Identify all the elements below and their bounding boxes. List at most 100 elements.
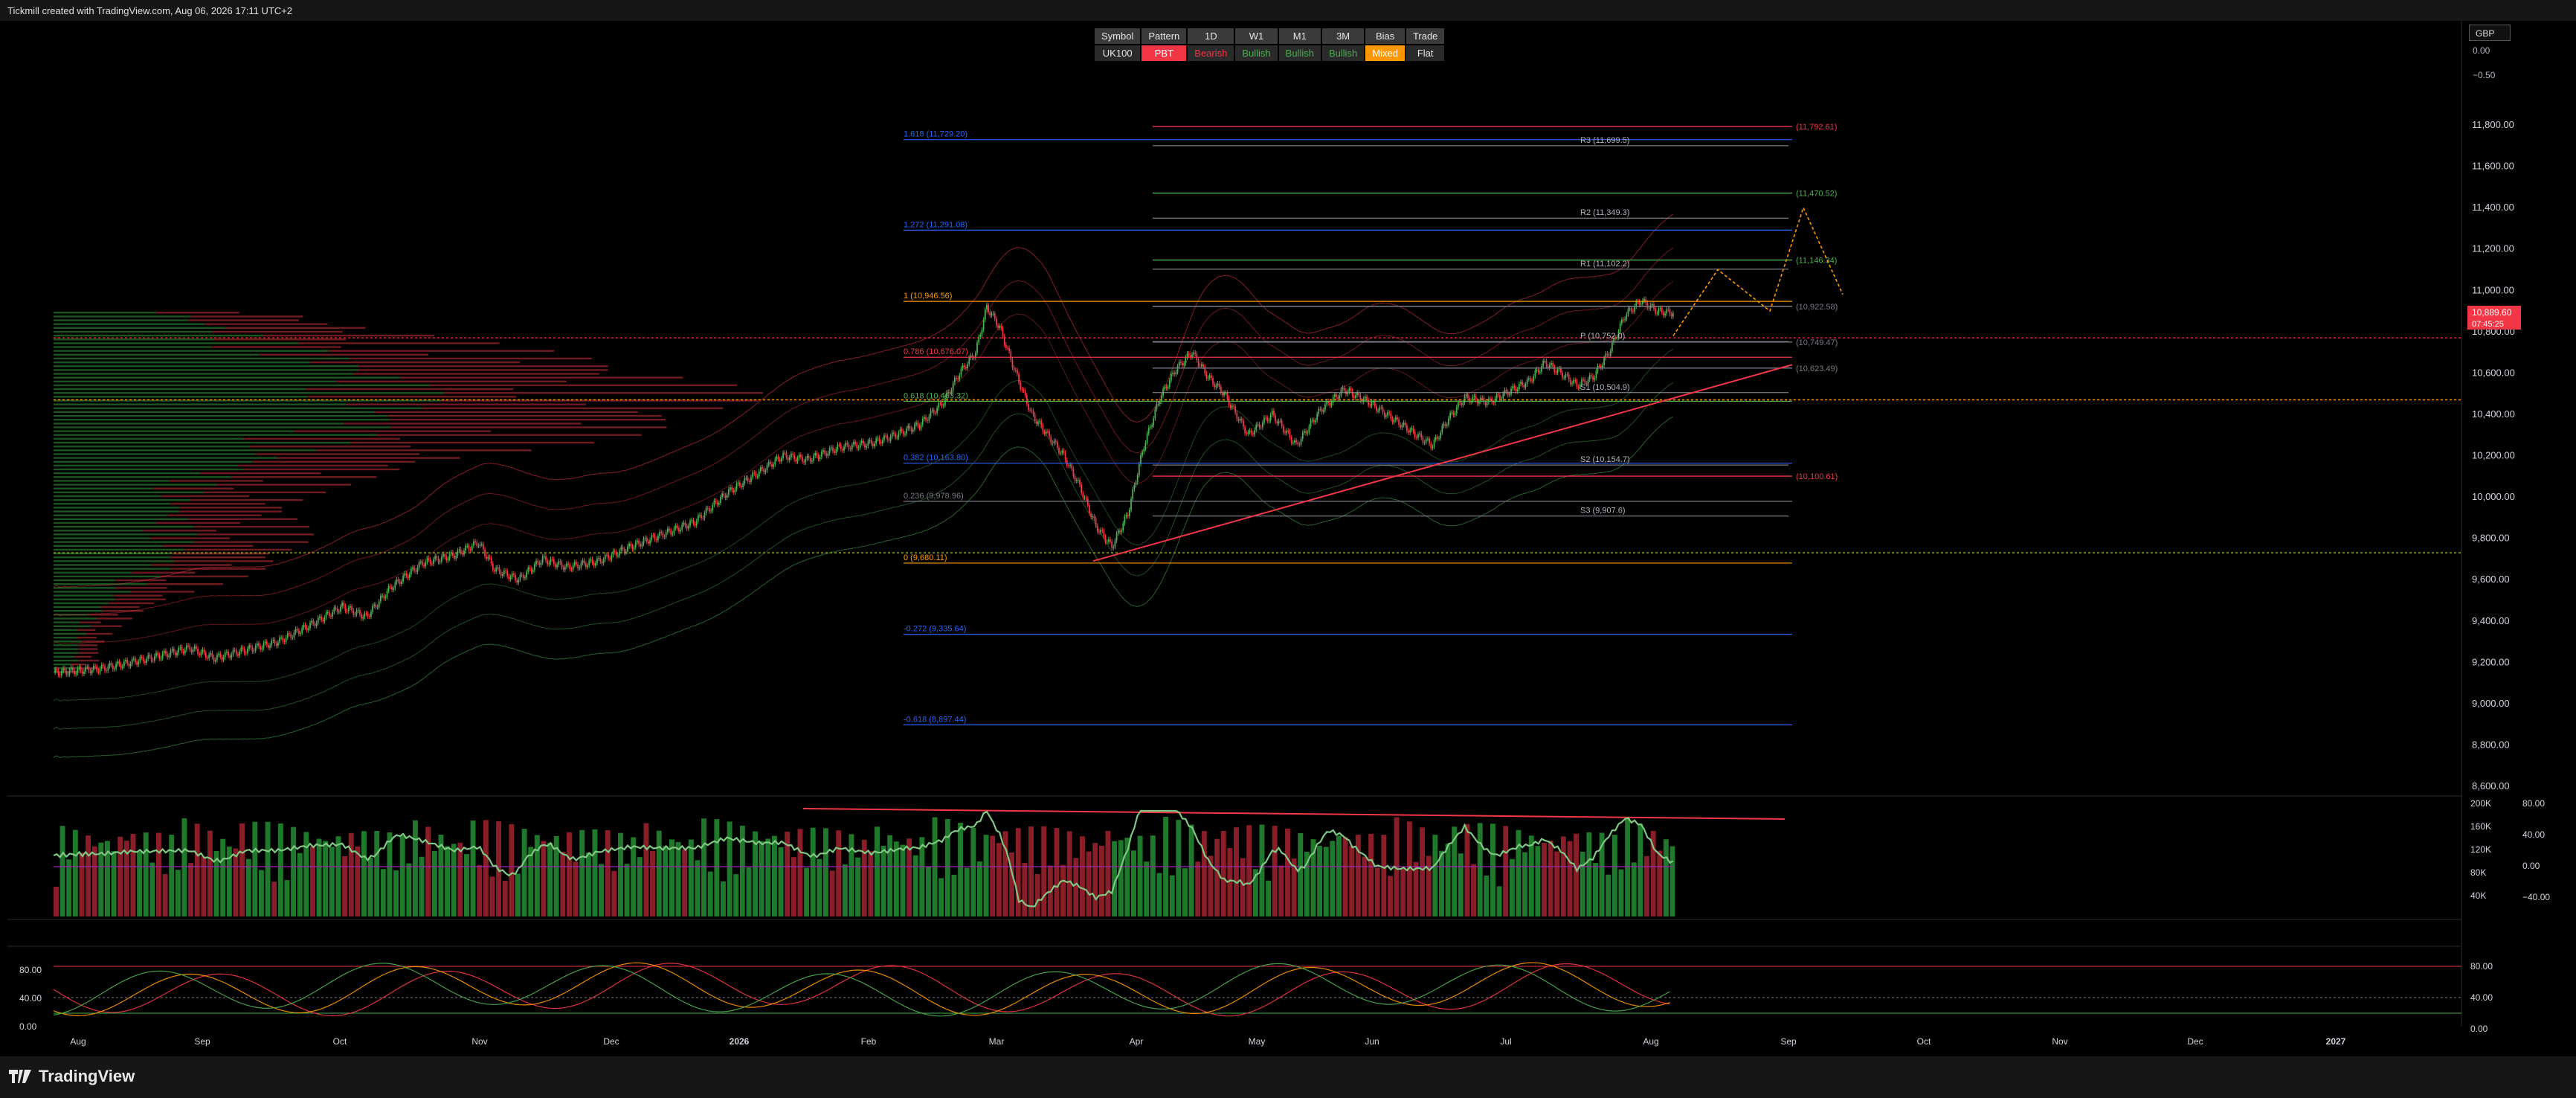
candle-body: [824, 450, 826, 454]
candle-body: [782, 452, 785, 459]
volume-profile-up: [54, 609, 103, 612]
candle-body: [477, 545, 480, 547]
candle-body: [1279, 420, 1281, 422]
envelope-band: [53, 281, 1674, 645]
candle-body: [870, 440, 872, 444]
candle-body: [1147, 427, 1150, 434]
candle-body: [498, 567, 500, 572]
candle-body: [436, 556, 438, 559]
candle-body: [1569, 379, 1571, 385]
candle-body: [591, 559, 593, 563]
currency-badge[interactable]: GBP: [2469, 25, 2511, 41]
candle-body: [1433, 440, 1435, 447]
y-tick-label: 9,800.00: [2472, 533, 2510, 544]
candle-body: [1300, 439, 1302, 445]
candle-body: [848, 444, 850, 449]
candle-body: [1658, 309, 1660, 313]
volume-profile-up: [54, 521, 156, 524]
volume-bar: [944, 819, 950, 916]
volume-profile-up: [54, 614, 89, 616]
candle-body: [68, 670, 71, 675]
candle-body: [814, 452, 817, 456]
x-tick-label: Apr: [1130, 1036, 1144, 1047]
candle-body: [372, 606, 373, 612]
volume-bar: [245, 858, 251, 916]
candle-body: [1079, 480, 1081, 485]
volume-bar: [1252, 869, 1258, 916]
candle-body: [1092, 516, 1094, 518]
candle-body: [102, 664, 104, 667]
candle-body: [1246, 433, 1248, 434]
candle-body: [221, 657, 223, 660]
volume-profile-down: [81, 640, 105, 643]
candle-body: [747, 478, 749, 482]
volume-bar: [1638, 824, 1643, 916]
volume-profile-down: [243, 468, 399, 471]
volume-bar: [98, 842, 104, 916]
candle-body: [489, 556, 491, 558]
fib-level-label: 1.618 (11,729.20): [904, 130, 967, 139]
candle-body: [1562, 372, 1563, 378]
candle-body: [577, 564, 579, 568]
volume-bar: [406, 863, 412, 916]
candle-body: [553, 559, 555, 565]
y-tick-label: 11,000.00: [2472, 284, 2514, 295]
candle-body: [378, 601, 380, 607]
volume-profile-down: [376, 434, 642, 436]
candle-body: [857, 447, 860, 449]
candle-body: [1329, 402, 1331, 405]
volume-bar: [489, 876, 495, 916]
pivot-label: R1 (11,102.2): [1580, 260, 1629, 269]
volume-bar: [1240, 858, 1246, 916]
candle-body: [1042, 426, 1044, 432]
pivot-label: R3 (11,699.5): [1580, 136, 1629, 145]
candle-body: [1194, 352, 1197, 354]
candle-body: [1651, 304, 1653, 306]
volume-bar: [528, 847, 534, 916]
volume-profile-up: [54, 518, 188, 521]
volume-bar: [1509, 858, 1515, 916]
candle-body: [476, 542, 478, 546]
candle-body: [968, 357, 970, 365]
volume-profile-down: [160, 575, 248, 578]
candle-body: [1664, 313, 1666, 316]
candle-body: [1058, 448, 1060, 454]
volume-bar: [733, 874, 739, 916]
volume-profile-up: [54, 648, 78, 650]
tradingview-brand[interactable]: TradingView: [9, 1067, 135, 1086]
volume-profile-down: [88, 614, 118, 616]
volume-bar: [399, 835, 405, 916]
volume-profile-up: [54, 632, 86, 635]
candle-body: [1592, 376, 1594, 380]
stoch-axis-label: 80.00: [2470, 961, 2493, 972]
candle-body: [991, 313, 993, 315]
candle-body: [65, 670, 68, 675]
candle-body: [1297, 442, 1299, 445]
candle-body: [1401, 425, 1403, 428]
candle-body: [413, 567, 416, 571]
volume-profile-up: [54, 655, 75, 658]
candle-body: [561, 562, 563, 568]
candle-body: [545, 556, 547, 561]
candle-body: [694, 523, 696, 526]
candle-body: [479, 544, 481, 546]
candle-body: [715, 501, 717, 502]
candle-body: [248, 645, 250, 649]
candle-body: [1186, 353, 1188, 358]
candle-body: [808, 456, 810, 458]
candle-body: [1034, 414, 1036, 422]
candle-body: [1142, 452, 1144, 456]
chart-area[interactable]: 0.00 −0.50 8,600.00 8,800.00 9,000.00 9,200.0…: [0, 21, 2576, 1056]
candle-body: [99, 668, 101, 672]
candle-body: [946, 392, 947, 399]
volume-profile-down: [103, 609, 144, 612]
candle-body: [547, 560, 549, 565]
candle-body: [982, 319, 985, 330]
candle-body: [1382, 407, 1384, 413]
candle-body: [1043, 431, 1046, 434]
volume-bar: [54, 887, 59, 916]
candle-body: [1443, 423, 1445, 426]
candle-body: [494, 570, 495, 572]
candle-body: [627, 546, 628, 552]
candle-body: [828, 448, 831, 454]
